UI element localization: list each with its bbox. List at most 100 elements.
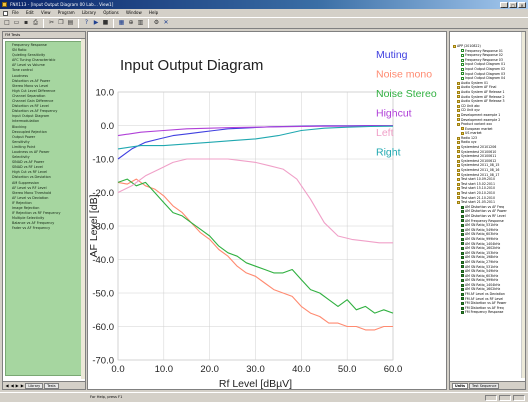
tree-node[interactable]: FM Distortion vs AF Freq — [451, 306, 522, 311]
tree-node[interactable]: Frequency Response 02 — [451, 53, 522, 58]
prev-icon[interactable]: ◀ — [10, 382, 14, 388]
tree-node[interactable]: AM SN Ratio_1404kHz — [451, 283, 522, 288]
tab-units[interactable]: Units — [452, 382, 468, 389]
tree-node[interactable]: CD Unit abc — [451, 104, 522, 109]
tree-node[interactable]: FM Distortion vs AF Power — [451, 301, 522, 306]
test-list-item[interactable]: Balance vs AF Frequency — [12, 221, 55, 226]
scrollbar[interactable] — [521, 32, 525, 378]
tree-node[interactable]: Systemtest 2011_08_15 — [451, 163, 522, 168]
tree-node[interactable]: APP (2010822) — [451, 44, 522, 49]
test-list-item[interactable]: Decoupled Rejection — [12, 129, 47, 134]
paste-icon[interactable]: ▤ — [67, 19, 74, 26]
test-list-item[interactable]: Blocking — [12, 124, 27, 129]
menu-help[interactable]: Help — [149, 10, 159, 15]
tab-test-sequence[interactable]: Test Sequence — [468, 382, 500, 389]
tree-node[interactable]: Input Output Diagram 03 — [451, 72, 522, 77]
test-list-item[interactable]: Input Output Diagram — [12, 114, 50, 119]
test-list-item[interactable]: Loudness — [12, 73, 28, 78]
tree-node[interactable]: Systemtest 20100610 — [451, 150, 522, 155]
menu-window[interactable]: Window — [125, 10, 142, 15]
tree-node[interactable]: FM AF Level vs RF Level — [451, 297, 522, 302]
tree-node[interactable]: AM SN Ratio_603kHz — [451, 232, 522, 237]
test-list-item[interactable]: Image Rejection — [12, 206, 40, 210]
tree-node[interactable]: Input Output Diagram 04 — [451, 76, 522, 81]
test-list-item[interactable]: AF Level vs RF Level — [12, 185, 47, 190]
tree-node[interactable]: Audio System AF Final — [451, 85, 522, 90]
tree-node[interactable]: AM Distortion vs AF Freq — [451, 205, 522, 210]
test-list-item[interactable]: Stereo Mono Threshold — [12, 190, 52, 195]
new-icon[interactable]: □ — [4, 19, 10, 26]
tree-node[interactable]: US market — [451, 131, 522, 136]
test-list-item[interactable]: Distortion vs AF Power — [12, 78, 51, 83]
tree-node[interactable]: Test start 20.10.2010 — [451, 191, 522, 196]
test-list-item[interactable]: Multiple Selectivity — [12, 216, 45, 221]
tree-node[interactable]: Radio xyz — [451, 140, 522, 145]
copy-icon[interactable]: ❐ — [58, 19, 64, 26]
tree-node[interactable]: CD Unit xyz — [451, 108, 522, 113]
tree-node[interactable]: AM SN Ratio_531kHz — [451, 265, 522, 270]
tree-node[interactable]: Test start 21.05.2011 — [451, 200, 522, 205]
save-icon[interactable]: ▪ — [23, 19, 29, 26]
tree-node[interactable]: AM SN Ratio_1602kHz — [451, 246, 522, 251]
tree-node[interactable]: Audio System AF Release 1 — [451, 90, 522, 95]
chart-icon[interactable]: ▦ — [118, 19, 125, 26]
tree-node[interactable]: Systemtest 20100611 — [451, 154, 522, 159]
tree-node[interactable]: AM SN Ratio_198kHz — [451, 255, 522, 260]
last-icon[interactable]: ▶ — [20, 382, 24, 388]
tree-node[interactable]: Radio 123 — [451, 136, 522, 141]
tree-node[interactable]: Input Output Diagram 02 — [451, 67, 522, 72]
tree-node[interactable]: AM Distortion vs AF Power — [451, 209, 522, 214]
input-output-chart[interactable]: Input Output Diagram 10.0 0.0 -10.0 -20.0 -30… — [88, 32, 447, 390]
test-list-item[interactable]: High Cut Level Difference — [12, 88, 56, 93]
test-list-item[interactable]: AF Level vs Deviation — [12, 195, 49, 200]
test-list-item[interactable]: IF Rejection vs RF Frequency — [12, 211, 61, 216]
open-icon[interactable]: ▭ — [13, 19, 20, 26]
graph-icon[interactable]: ✕ — [163, 19, 169, 26]
tree-node[interactable]: Systemtest 2011_08_16 — [451, 168, 522, 173]
test-list-item[interactable]: Stereo Mono vs Level — [12, 83, 49, 88]
tree-node[interactable]: AM SN Ratio_999kHz — [451, 278, 522, 283]
tree-node[interactable]: Frequency Response 03 — [451, 58, 522, 63]
test-list-item[interactable]: Intermodulation — [12, 119, 40, 124]
tree-node[interactable]: Input Output Diagram 01 — [451, 62, 522, 67]
test-list-item[interactable]: Output Power — [12, 134, 36, 139]
minimize-icon[interactable]: _ — [500, 1, 508, 8]
tree-node[interactable]: AM SN Ratio_153kHz — [451, 251, 522, 256]
settings-icon[interactable]: ⚙ — [153, 19, 160, 26]
test-list-item[interactable]: High Cut vs RF Level — [12, 170, 47, 175]
next-icon[interactable]: ▶ — [15, 382, 19, 388]
test-list-item[interactable]: AFC Tuning Characteristic — [12, 58, 56, 63]
scrollbar[interactable] — [81, 39, 85, 379]
tree-node[interactable]: AM Distortion vs RF Level — [451, 214, 522, 219]
tree-node[interactable]: Audio System 01 — [451, 81, 522, 86]
test-list-item[interactable]: SN Ratio — [12, 48, 27, 53]
tree-node[interactable]: FM AF Level vs Deviation — [451, 292, 522, 297]
tree-node[interactable]: Test start 15.02.2011 — [451, 182, 522, 187]
cut-icon[interactable]: ✂ — [48, 19, 55, 26]
menu-edit[interactable]: Edit — [25, 10, 34, 15]
test-list-item[interactable]: Fader vs AF Frequency — [12, 226, 51, 231]
first-icon[interactable]: ◀ — [5, 382, 9, 388]
test-list-item[interactable]: Limiting Point — [12, 144, 36, 149]
test-list-item[interactable]: AF Level vs Volume — [12, 63, 45, 68]
menu-library[interactable]: Library — [81, 10, 96, 15]
tree-node[interactable]: Frequency Response 01 — [451, 49, 522, 54]
close-icon[interactable]: × — [518, 1, 526, 8]
tree-node[interactable]: AM SN Ratio_999kHz — [451, 237, 522, 242]
test-list-item[interactable]: Distortion vs AF Frequency — [12, 109, 58, 114]
test-list-item[interactable]: Quieting Sensitivity — [12, 53, 46, 58]
tree-node[interactable]: FM Frequency Response — [451, 310, 522, 315]
print-icon[interactable]: ⎙ — [33, 19, 38, 26]
tree-node[interactable]: AM SN Ratio_603kHz — [451, 274, 522, 279]
test-list-item[interactable]: Frequency Response — [12, 43, 47, 47]
test-list-item[interactable]: Tone control — [12, 68, 33, 73]
test-list-item[interactable]: Sensitivity — [12, 139, 30, 144]
help-icon[interactable]: ? — [84, 19, 89, 26]
run-icon[interactable]: ▶ — [93, 19, 99, 26]
tree-node[interactable]: Test start 21.10.2010 — [451, 196, 522, 201]
tab-tests[interactable]: Tests — [44, 382, 59, 389]
tree-node[interactable]: AM SN Ratio_279kHz — [451, 260, 522, 265]
test-list-item[interactable]: SINAD vs RF Level — [12, 165, 43, 170]
stop-icon[interactable]: ■ — [102, 19, 109, 26]
tree-node[interactable]: Development example 1 — [451, 113, 522, 118]
